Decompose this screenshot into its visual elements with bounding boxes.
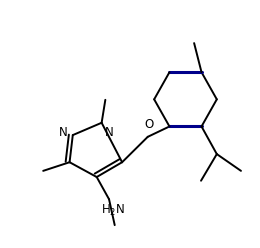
Text: N: N xyxy=(105,126,114,139)
Text: O: O xyxy=(144,118,154,131)
Text: H$_2$N: H$_2$N xyxy=(101,203,126,218)
Text: N: N xyxy=(58,126,67,139)
